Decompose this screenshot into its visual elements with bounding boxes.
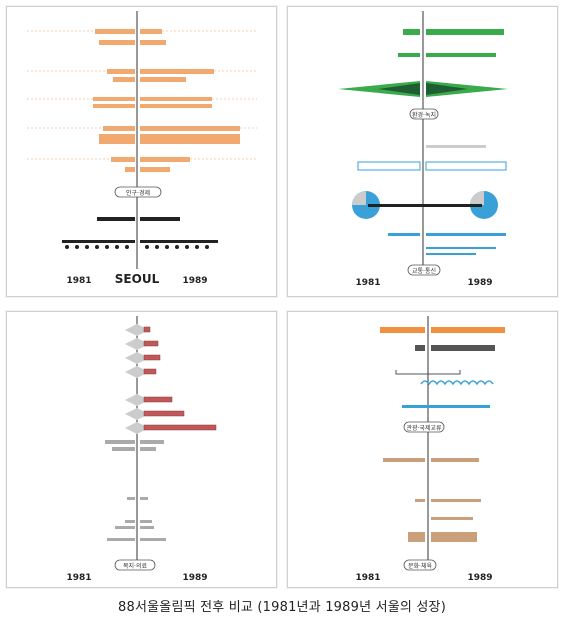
gray-bars-group [105,440,166,541]
panel-subtitle: 교통·통신 [412,267,436,275]
year-right: 1989 [182,573,207,583]
culture-diagram: 관광·국제교류 문화·체육 1981 1989 [355,316,505,583]
year-left: 1981 [355,573,380,583]
title-pill-1 [403,421,445,433]
panel-welfare: 복지·의료 1981 1989 [6,311,277,588]
panel-title: 인구·경제 [126,189,150,197]
city-name: SEOUL [115,272,160,286]
tan-bars-group [383,458,481,542]
red-bars-group [143,326,217,431]
title-pill-2 [407,264,441,276]
title-pill-2 [403,559,437,571]
blue-ladder [357,161,507,171]
year-right: 1989 [467,278,492,288]
panel-population: 인구·경제 1981 SEOUL 1989 [6,6,277,297]
panel-environment: 환경·녹지 교통·통신 1981 1989 [287,6,558,297]
panel-culture: 관광·국제교류 문화·체육 1981 1989 [287,311,558,588]
title-pill-1 [409,108,439,120]
year-left: 1981 [66,276,91,286]
panel-title: 복지·의료 [123,562,147,570]
orange-bars-group [93,29,240,172]
figure-caption: 88서울올림픽 전후 비교 (1981년과 1989년 서울의 성장) [118,600,446,615]
title-pill [114,186,162,198]
title-pill [114,559,156,571]
welfare-diagram: 복지·의료 1981 1989 [66,316,217,583]
environment-diagram: 환경·녹지 교통·통신 1981 1989 [338,11,508,288]
population-diagram: 인구·경제 1981 SEOUL 1989 [27,11,257,286]
panel-title: 환경·녹지 [412,111,436,119]
year-right: 1989 [182,276,207,286]
year-right: 1989 [467,573,492,583]
orange-bars-group [380,327,505,333]
panel-subtitle: 관광·국제교류 [406,424,442,432]
year-left: 1981 [355,278,380,288]
black-bars-group [62,217,218,243]
year-left: 1981 [66,573,91,583]
panel-title: 문화·체육 [408,562,432,570]
green-bars-group [398,29,504,57]
